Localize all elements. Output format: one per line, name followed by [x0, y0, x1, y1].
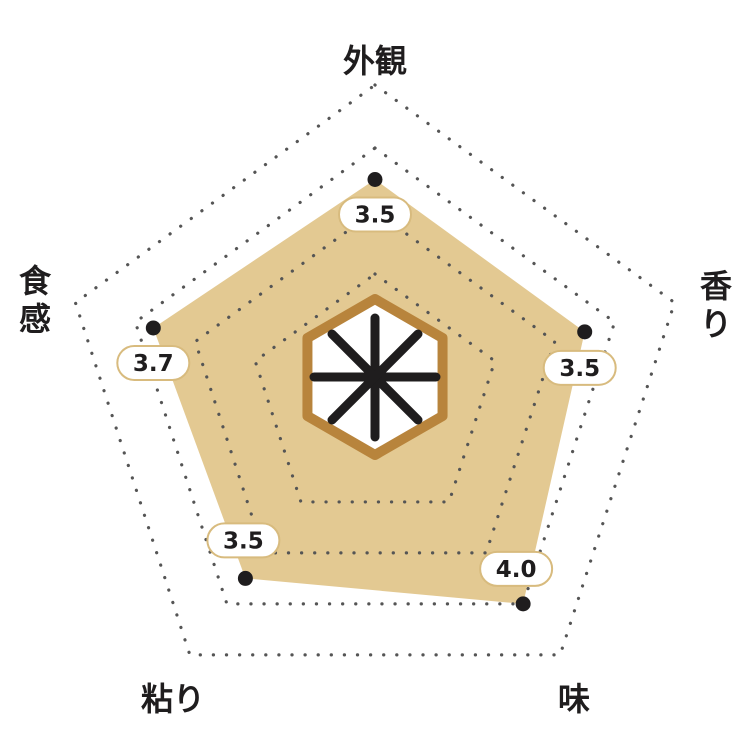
- svg-text:外観: 外観: [343, 42, 407, 80]
- svg-text:感: 感: [19, 300, 51, 338]
- rice-kanji-hexagon-icon: [302, 294, 448, 460]
- svg-text:香: 香: [700, 267, 732, 305]
- svg-text:味: 味: [558, 680, 590, 718]
- axis-label-0: 外観: [343, 42, 407, 80]
- data-point-0: [367, 172, 383, 187]
- value-text: 3.5: [559, 356, 600, 382]
- value-label-1: 3.5: [542, 349, 617, 386]
- svg-text:り: り: [700, 305, 732, 343]
- data-point-2: [515, 596, 531, 612]
- axis-label-4: 食感: [19, 262, 52, 338]
- data-point-4: [145, 320, 161, 336]
- value-label-0: 3.5: [338, 196, 412, 233]
- grid-ring-2: [253, 272, 497, 504]
- value-label-2: 4.0: [479, 550, 554, 587]
- axis-label-3: 粘り: [141, 680, 205, 718]
- axis-label-2: 味: [558, 680, 590, 718]
- value-text: 3.5: [355, 203, 396, 229]
- value-label-3: 3.5: [206, 522, 281, 559]
- data-point-1: [577, 324, 593, 340]
- svg-text:食: 食: [19, 262, 52, 300]
- value-text: 4.0: [496, 557, 537, 583]
- data-point-3: [237, 570, 253, 586]
- value-label-4: 3.7: [116, 344, 191, 381]
- value-text: 3.7: [133, 351, 174, 377]
- value-text: 3.5: [223, 528, 264, 554]
- axis-label-1: 香り: [700, 267, 732, 343]
- svg-text:粘り: 粘り: [141, 680, 205, 718]
